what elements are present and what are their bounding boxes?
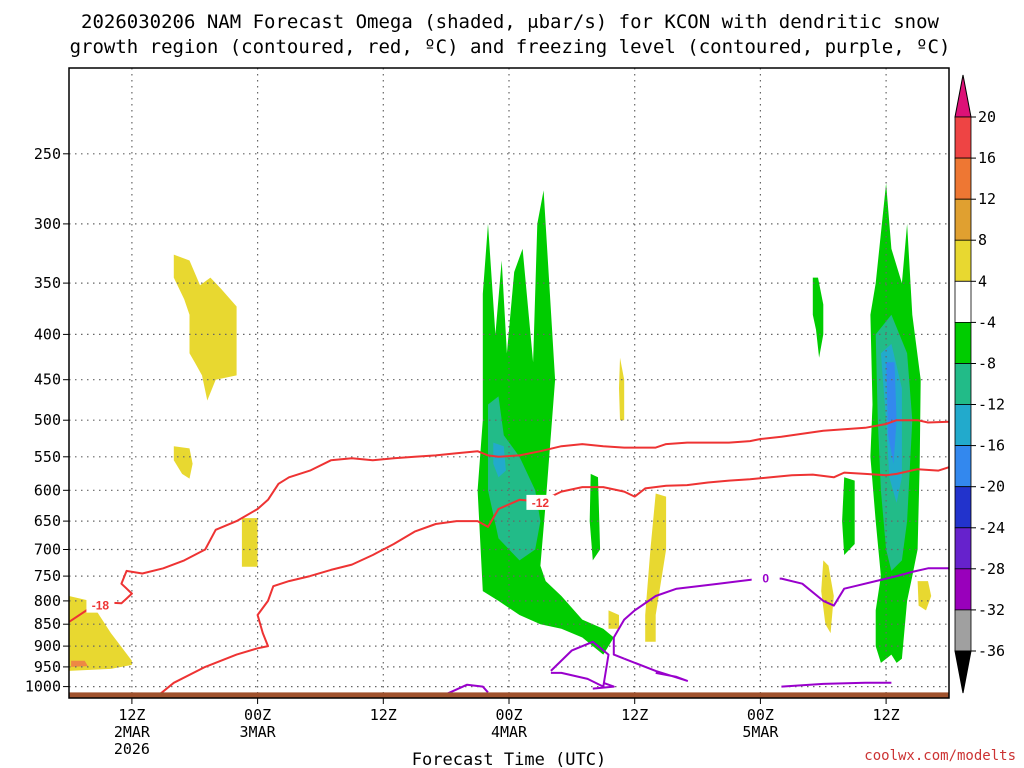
colorbar-label-11: -28 bbox=[978, 560, 1005, 578]
x-axis-label: Forecast Time (UTC) bbox=[412, 750, 606, 768]
ground-surface bbox=[69, 692, 949, 698]
y-tick-label-400: 400 bbox=[34, 325, 61, 343]
omega-shading bbox=[69, 183, 932, 671]
contour-0d bbox=[445, 683, 489, 696]
colorbar-label-1: 16 bbox=[978, 149, 996, 167]
colorbar-label-8: -16 bbox=[978, 437, 1005, 455]
colorbar-segment-1 bbox=[954, 157, 972, 200]
x-tick-label-24: 00Z bbox=[244, 706, 271, 724]
contour-0b bbox=[623, 657, 689, 682]
contour-label-bg--12 bbox=[526, 494, 555, 510]
omega-region-13 bbox=[842, 477, 855, 555]
x-tick-label-72: 00Z bbox=[747, 706, 774, 724]
omega-region-0 bbox=[69, 596, 132, 671]
colorbar-segment-8 bbox=[954, 445, 972, 488]
omega-region-12 bbox=[812, 277, 824, 358]
omega-region-2 bbox=[173, 254, 237, 401]
colorbar-label-4: 4 bbox=[978, 272, 987, 290]
y-tick-label-700: 700 bbox=[34, 541, 61, 559]
y-tick-label-1000: 1000 bbox=[25, 678, 61, 696]
y-tick-label-950: 950 bbox=[34, 658, 61, 676]
y-tick-label-800: 800 bbox=[34, 592, 61, 610]
contour-0c bbox=[550, 640, 610, 688]
omega-region-10 bbox=[645, 493, 667, 642]
x-tick-date-48: 4MAR bbox=[491, 723, 528, 741]
omega-region-1 bbox=[71, 660, 88, 667]
y-tick-label-500: 500 bbox=[34, 411, 61, 429]
contour-label--12: -12 bbox=[532, 496, 550, 510]
y-tick-label-900: 900 bbox=[34, 637, 61, 655]
chart-title-line2: growth region (contoured, red, ºC) and f… bbox=[70, 36, 951, 58]
x-tick-date-72: 5MAR bbox=[742, 723, 779, 741]
colorbar-segment-10 bbox=[954, 527, 972, 570]
contour-0f bbox=[592, 681, 615, 690]
colorbar-segment-7 bbox=[954, 404, 972, 446]
colorbar-segment-2 bbox=[954, 198, 972, 241]
y-axis: 250 300 350 400 450 500 550 600 650 700 750 800 850 9… bbox=[25, 145, 69, 696]
colorbar-top-arrow bbox=[954, 74, 972, 118]
colorbar-segment-6 bbox=[954, 363, 972, 405]
x-tick-label-12: 12Z bbox=[118, 706, 145, 724]
colorbar-segment-5 bbox=[954, 321, 972, 364]
y-tick-label-600: 600 bbox=[34, 481, 61, 499]
x-tick-date-12: 2MAR bbox=[114, 723, 151, 741]
colorbar-label-12: -32 bbox=[978, 601, 1005, 619]
x-tick-label-84: 12Z bbox=[873, 706, 900, 724]
omega-region-7 bbox=[493, 442, 506, 478]
colorbar-label-3: 8 bbox=[978, 231, 987, 249]
grid-lines bbox=[69, 68, 949, 698]
colorbar-label-0: 20 bbox=[978, 108, 996, 126]
colorbar-label-9: -20 bbox=[978, 478, 1005, 496]
colorbar-segment-0 bbox=[954, 116, 972, 159]
contour-label-bg-0a bbox=[751, 570, 780, 586]
x-tick-label-36: 12Z bbox=[370, 706, 397, 724]
colorbar-segment-9 bbox=[954, 486, 972, 529]
y-tick-label-250: 250 bbox=[34, 145, 61, 163]
y-tick-label-450: 450 bbox=[34, 371, 61, 389]
contour-label-bg--18 bbox=[86, 597, 115, 613]
x-tick-date-24: 3MAR bbox=[240, 723, 277, 741]
colorbar-label-6: -8 bbox=[978, 355, 996, 373]
contour--18 bbox=[69, 419, 949, 623]
omega-region-14 bbox=[821, 560, 834, 634]
omega-region-3 bbox=[173, 446, 193, 479]
omega-region-9 bbox=[619, 357, 625, 421]
ground-fill bbox=[69, 692, 949, 698]
x-tick-year-12: 2026 bbox=[114, 740, 150, 758]
credit-text: coolwx.com/modelts bbox=[864, 748, 1016, 764]
colorbar-label-5: -4 bbox=[978, 313, 996, 331]
colorbar-segment-4 bbox=[954, 280, 972, 323]
y-tick-label-300: 300 bbox=[34, 215, 61, 233]
colorbar-label-13: -36 bbox=[978, 642, 1005, 660]
y-tick-label-350: 350 bbox=[34, 274, 61, 292]
omega-region-11 bbox=[608, 610, 619, 629]
y-tick-label-850: 850 bbox=[34, 615, 61, 633]
y-tick-label-550: 550 bbox=[34, 448, 61, 466]
contour-0e bbox=[781, 681, 892, 688]
chart-title-line1: 2026030206 NAM Forecast Omega (shaded, μ… bbox=[81, 11, 939, 33]
x-tick-label-60: 12Z bbox=[621, 706, 648, 724]
y-tick-label-750: 750 bbox=[34, 567, 61, 585]
temperature-contours: -18 -12 0 bbox=[69, 419, 949, 698]
omega-region-19 bbox=[917, 581, 932, 611]
omega-region-8 bbox=[589, 473, 601, 561]
colorbar-label-7: -12 bbox=[978, 396, 1005, 414]
colorbar-segment-3 bbox=[954, 239, 972, 282]
y-tick-label-650: 650 bbox=[34, 512, 61, 530]
colorbar-segment-12 bbox=[954, 609, 972, 652]
omega-region-18 bbox=[886, 362, 897, 464]
x-tick-label-48: 00Z bbox=[495, 706, 522, 724]
omega-region-6 bbox=[488, 396, 541, 561]
contour-label--18: -18 bbox=[92, 599, 110, 613]
colorbar-bottom-arrow bbox=[954, 650, 972, 694]
omega-region-4 bbox=[241, 518, 258, 567]
colorbar-segment-11 bbox=[954, 568, 972, 611]
colorbar-label-10: -24 bbox=[978, 519, 1005, 537]
contour-label-0a: 0 bbox=[762, 572, 769, 586]
colorbar-label-2: 12 bbox=[978, 190, 996, 208]
omega-colorbar: 20 16 12 8 4 -4 -8 -12 -16 -20 -24 -28 -32 -36 bbox=[954, 74, 1005, 694]
